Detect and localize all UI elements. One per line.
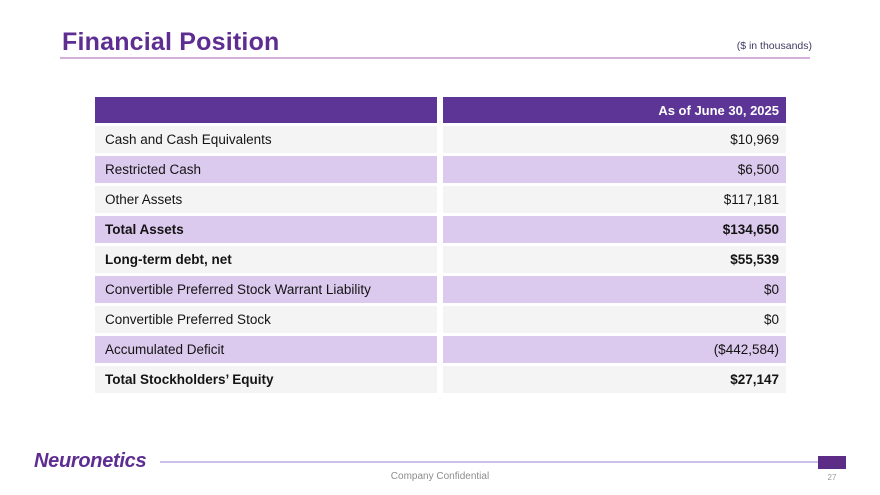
row-value: $6,500 (443, 156, 786, 183)
row-label: Convertible Preferred Stock (95, 306, 437, 333)
table-body: Cash and Cash Equivalents $10,969 Restri… (95, 126, 786, 393)
row-label: Cash and Cash Equivalents (95, 126, 437, 153)
table-row: Total Stockholders’ Equity $27,147 (95, 366, 786, 393)
row-value: $10,969 (443, 126, 786, 153)
table-row: Restricted Cash $6,500 (95, 156, 786, 183)
row-value: $27,147 (443, 366, 786, 393)
row-value: $0 (443, 306, 786, 333)
table-header-date-cell: As of June 30, 2025 (443, 97, 786, 123)
neuronetics-logo: Neuronetics (34, 450, 147, 472)
table-header-label-cell (95, 97, 437, 123)
row-value: $117,181 (443, 186, 786, 213)
table-row: Convertible Preferred Stock Warrant Liab… (95, 276, 786, 303)
row-label: Total Stockholders’ Equity (95, 366, 437, 393)
table-row: Total Assets $134,650 (95, 216, 786, 243)
row-value: $0 (443, 276, 786, 303)
row-label: Long-term debt, net (95, 246, 437, 273)
table-row: Long-term debt, net $55,539 (95, 246, 786, 273)
table-row: Convertible Preferred Stock $0 (95, 306, 786, 333)
footer-accent-rectangle (818, 456, 846, 469)
footer-divider-line (160, 461, 818, 463)
table-row: Other Assets $117,181 (95, 186, 786, 213)
row-value: $134,650 (443, 216, 786, 243)
page-number: 27 (827, 473, 837, 482)
title-underline (60, 57, 810, 59)
row-label: Total Assets (95, 216, 437, 243)
row-label: Accumulated Deficit (95, 336, 437, 363)
confidential-label: Company Confidential (390, 471, 490, 482)
page-title: Financial Position (62, 28, 280, 56)
row-value: ($442,584) (443, 336, 786, 363)
table-row: Cash and Cash Equivalents $10,969 (95, 126, 786, 153)
row-label: Restricted Cash (95, 156, 437, 183)
units-note: ($ in thousands) (736, 40, 812, 52)
table-header-row: As of June 30, 2025 (95, 97, 786, 123)
financial-position-table: As of June 30, 2025 Cash and Cash Equiva… (95, 97, 786, 396)
row-label: Convertible Preferred Stock Warrant Liab… (95, 276, 437, 303)
table-row: Accumulated Deficit ($442,584) (95, 336, 786, 363)
row-value: $55,539 (443, 246, 786, 273)
row-label: Other Assets (95, 186, 437, 213)
